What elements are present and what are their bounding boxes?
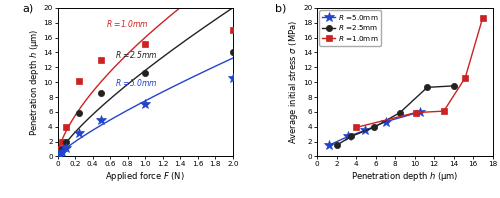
- Y-axis label: Average initial stress $σ$ (MPa): Average initial stress $σ$ (MPa): [287, 20, 300, 144]
- $R$ =2.5mm: [348, 135, 354, 138]
- Line: $R$ =1.0mm: $R$ =1.0mm: [353, 14, 486, 131]
- $R$ =2.5mm: [397, 111, 403, 114]
- Y-axis label: Penetration depth $h$ (μm): Penetration depth $h$ (μm): [28, 28, 40, 136]
- $R$ =1.0mm: [441, 110, 447, 112]
- $R$ =5.0mm: [346, 135, 352, 138]
- Text: a): a): [22, 3, 34, 13]
- $R$ =2.5mm: [450, 85, 456, 87]
- $R$ =2.5mm: [424, 86, 430, 89]
- Text: $R$ =2.5mm: $R$ =2.5mm: [114, 49, 157, 60]
- Legend: $R$ =5.0mm, $R$ =2.5mm, $R$ =1.0mm: $R$ =5.0mm, $R$ =2.5mm, $R$ =1.0mm: [320, 10, 382, 46]
- Text: $R$ =5.0mm: $R$ =5.0mm: [114, 77, 157, 88]
- $R$ =1.0mm: [353, 126, 359, 129]
- Line: $R$ =2.5mm: $R$ =2.5mm: [334, 83, 456, 148]
- $R$ =5.0mm: [326, 144, 332, 147]
- $R$ =1.0mm: [412, 111, 418, 114]
- $R$ =5.0mm: [384, 120, 390, 123]
- $R$ =5.0mm: [418, 111, 424, 113]
- $R$ =1.0mm: [480, 16, 486, 19]
- Text: $R$ =1.0mm: $R$ =1.0mm: [106, 18, 148, 29]
- $R$ =1.0mm: [462, 76, 468, 79]
- $R$ =2.5mm: [370, 126, 376, 129]
- X-axis label: Applied force $F$ (N): Applied force $F$ (N): [106, 170, 185, 183]
- $R$ =2.5mm: [334, 144, 340, 147]
- $R$ =5.0mm: [362, 129, 368, 132]
- Text: b): b): [275, 3, 286, 13]
- Line: $R$ =5.0mm: $R$ =5.0mm: [324, 107, 426, 150]
- X-axis label: Penetration depth $h$ (μm): Penetration depth $h$ (μm): [351, 170, 459, 183]
